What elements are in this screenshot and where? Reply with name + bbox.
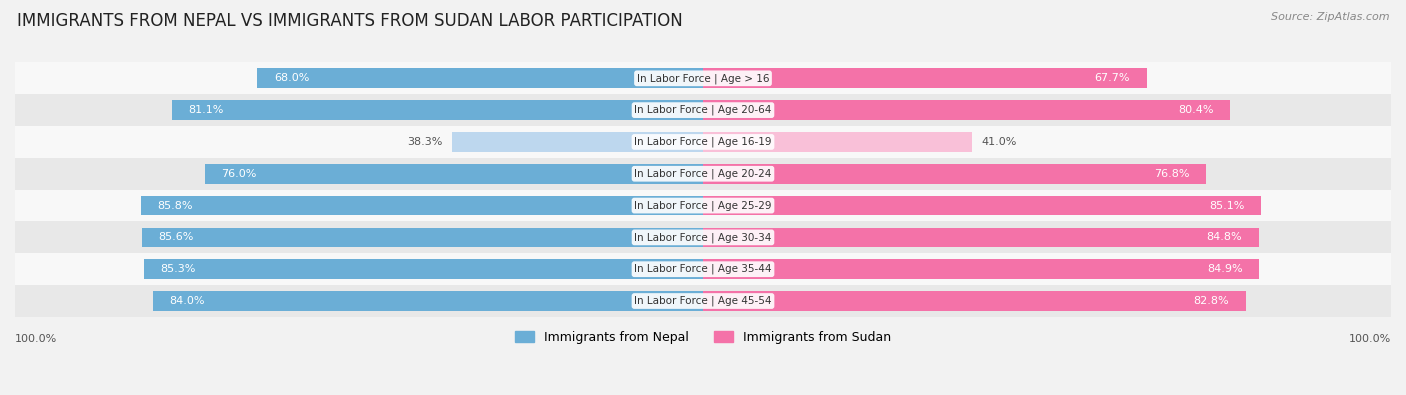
Text: 68.0%: 68.0% [274, 73, 309, 83]
Text: 85.8%: 85.8% [157, 201, 193, 211]
Bar [15, 222, 1391, 253]
Bar [153, 291, 703, 311]
Text: 38.3%: 38.3% [406, 137, 443, 147]
Bar [172, 100, 703, 120]
Text: Source: ZipAtlas.com: Source: ZipAtlas.com [1271, 12, 1389, 22]
Text: 76.8%: 76.8% [1154, 169, 1189, 179]
Bar [15, 190, 1391, 222]
Text: 81.1%: 81.1% [188, 105, 224, 115]
Bar [257, 68, 703, 88]
Text: IMMIGRANTS FROM NEPAL VS IMMIGRANTS FROM SUDAN LABOR PARTICIPATION: IMMIGRANTS FROM NEPAL VS IMMIGRANTS FROM… [17, 12, 683, 30]
Text: In Labor Force | Age 20-64: In Labor Force | Age 20-64 [634, 105, 772, 115]
Bar [15, 126, 1391, 158]
Text: 76.0%: 76.0% [221, 169, 257, 179]
Text: In Labor Force | Age 16-19: In Labor Force | Age 16-19 [634, 137, 772, 147]
Bar [143, 260, 703, 279]
Text: 85.6%: 85.6% [159, 232, 194, 243]
Bar [703, 260, 1260, 279]
Bar [703, 164, 1206, 184]
Bar [142, 228, 703, 247]
Text: 80.4%: 80.4% [1178, 105, 1213, 115]
Text: 85.1%: 85.1% [1209, 201, 1244, 211]
Bar [15, 253, 1391, 285]
Text: 82.8%: 82.8% [1194, 296, 1229, 306]
Bar [15, 158, 1391, 190]
Bar [15, 94, 1391, 126]
Bar [141, 196, 703, 215]
Text: 84.9%: 84.9% [1208, 264, 1243, 274]
Bar [703, 196, 1261, 215]
Text: 100.0%: 100.0% [15, 335, 58, 344]
Legend: Immigrants from Nepal, Immigrants from Sudan: Immigrants from Nepal, Immigrants from S… [510, 326, 896, 349]
Bar [15, 62, 1391, 94]
Text: In Labor Force | Age > 16: In Labor Force | Age > 16 [637, 73, 769, 84]
Bar [703, 68, 1147, 88]
Text: 84.8%: 84.8% [1206, 232, 1243, 243]
Bar [703, 132, 972, 152]
Text: 41.0%: 41.0% [981, 137, 1017, 147]
Text: 84.0%: 84.0% [169, 296, 204, 306]
Text: In Labor Force | Age 25-29: In Labor Force | Age 25-29 [634, 200, 772, 211]
Text: In Labor Force | Age 45-54: In Labor Force | Age 45-54 [634, 296, 772, 306]
Bar [703, 100, 1230, 120]
Bar [453, 132, 703, 152]
Text: In Labor Force | Age 30-34: In Labor Force | Age 30-34 [634, 232, 772, 243]
Text: 85.3%: 85.3% [160, 264, 195, 274]
Bar [703, 228, 1258, 247]
Text: In Labor Force | Age 35-44: In Labor Force | Age 35-44 [634, 264, 772, 275]
Text: In Labor Force | Age 20-24: In Labor Force | Age 20-24 [634, 169, 772, 179]
Text: 67.7%: 67.7% [1095, 73, 1130, 83]
Text: 100.0%: 100.0% [1348, 335, 1391, 344]
Bar [205, 164, 703, 184]
Bar [15, 285, 1391, 317]
Bar [703, 291, 1246, 311]
